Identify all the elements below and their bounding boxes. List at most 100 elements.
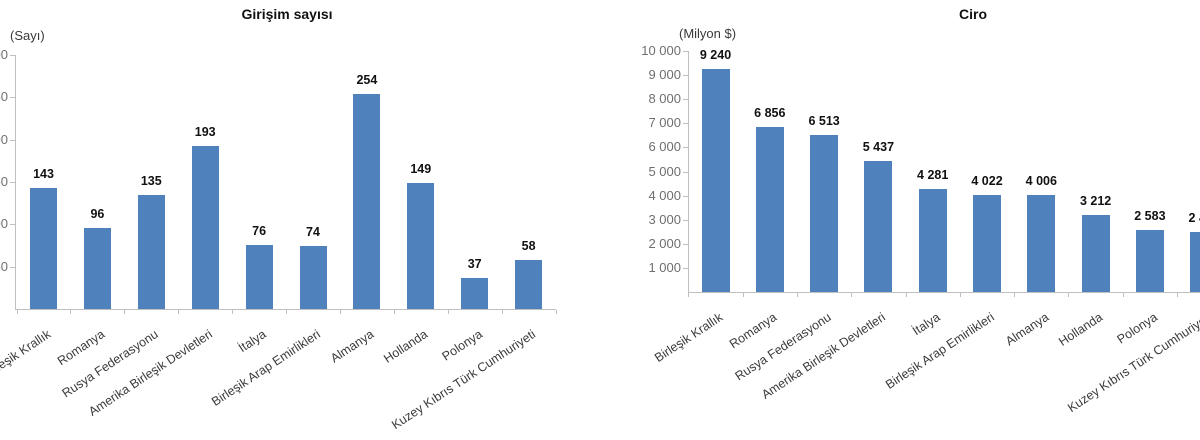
category-label: Almanya xyxy=(1002,310,1052,349)
x-tick-mark xyxy=(905,293,907,297)
bar xyxy=(461,277,489,309)
value-label: 9 240 xyxy=(699,48,732,63)
bar xyxy=(515,259,543,309)
x-tick-mark xyxy=(178,310,180,314)
value-label: 96 xyxy=(90,206,105,221)
value-label: 58 xyxy=(521,238,536,253)
y-tick-label: 6 000 xyxy=(648,139,681,155)
y-tick-mark xyxy=(683,147,688,149)
y-tick-mark xyxy=(683,123,688,125)
y-tick-label: 10 000 xyxy=(641,43,681,58)
y-tick-mark xyxy=(10,182,15,183)
value-label: 37 xyxy=(467,256,482,271)
y-axis-unit-label: (Sayı) xyxy=(10,28,45,43)
bar xyxy=(918,188,947,292)
y-tick-mark xyxy=(10,266,15,268)
x-tick-mark xyxy=(1122,293,1124,297)
x-tick-mark xyxy=(1068,293,1070,297)
value-label: 149 xyxy=(410,161,432,176)
x-tick-mark xyxy=(447,310,449,314)
y-tick-mark xyxy=(683,219,688,221)
bar xyxy=(407,182,435,309)
y-tick-label: 2 000 xyxy=(648,235,681,251)
bar xyxy=(864,160,893,292)
x-tick-mark xyxy=(70,310,72,314)
y-tick-mark xyxy=(683,267,688,269)
x-tick-mark xyxy=(393,310,395,314)
value-label: 3 212 xyxy=(1079,193,1112,208)
value-label: 193 xyxy=(194,124,216,139)
y-tick-label: 3 000 xyxy=(648,211,681,227)
bar xyxy=(1190,232,1200,292)
y-tick-mark xyxy=(10,97,15,99)
bar xyxy=(1135,229,1164,292)
y-tick-label: 100 xyxy=(0,216,8,232)
x-tick-mark xyxy=(688,293,690,297)
x-tick-mark xyxy=(501,310,503,314)
x-tick-mark xyxy=(232,310,234,314)
chart-title: Girişim sayısı xyxy=(241,6,333,22)
y-tick-label: 8 000 xyxy=(648,91,681,107)
y-tick-label: 4 000 xyxy=(648,187,681,203)
x-tick-mark xyxy=(124,310,126,314)
value-label: 6 513 xyxy=(808,114,840,129)
y-tick-mark xyxy=(10,55,15,56)
y-tick-label: 300 xyxy=(0,47,8,62)
x-axis-line xyxy=(15,309,556,310)
x-tick-mark xyxy=(16,310,18,314)
y-tick-mark xyxy=(683,99,688,101)
x-tick-mark xyxy=(1014,293,1016,297)
bar xyxy=(353,93,381,309)
y-tick-label: 200 xyxy=(0,131,8,147)
x-tick-mark xyxy=(796,293,798,297)
y-tick-label: 150 xyxy=(0,174,8,189)
y-tick-mark xyxy=(10,224,15,226)
y-tick-label: 1 000 xyxy=(648,259,681,275)
y-tick-mark xyxy=(683,75,688,77)
value-label: 135 xyxy=(140,173,162,188)
x-tick-mark xyxy=(339,310,341,314)
value-label: 6 856 xyxy=(754,105,786,120)
bar xyxy=(973,195,1001,292)
category-label: Rusya Federasyonu xyxy=(732,310,834,384)
category-label: İtalya xyxy=(909,310,943,339)
value-label: 5 437 xyxy=(862,139,895,154)
value-label: 2 583 xyxy=(1134,208,1166,223)
y-tick-label: 50 xyxy=(0,258,8,274)
value-label: 4 006 xyxy=(1025,174,1057,189)
value-label: 4 022 xyxy=(971,174,1003,189)
bar xyxy=(245,244,273,309)
bar xyxy=(137,194,165,309)
bar xyxy=(191,145,219,309)
y-axis-unit-label: (Milyon $) xyxy=(679,26,737,41)
value-label: 143 xyxy=(33,166,54,181)
bar xyxy=(299,246,327,309)
y-tick-mark xyxy=(683,195,688,197)
x-tick-mark xyxy=(1177,293,1179,297)
bar xyxy=(83,227,111,309)
y-tick-mark xyxy=(10,139,15,141)
category-label: Birleşik Krallık xyxy=(652,310,726,366)
y-tick-label: 250 xyxy=(0,89,8,105)
y-tick-mark xyxy=(683,243,688,245)
y-tick-label: 5 000 xyxy=(648,163,681,179)
x-axis-line xyxy=(688,292,1200,293)
y-tick-mark xyxy=(683,51,688,52)
bar xyxy=(810,135,839,292)
y-axis-line xyxy=(688,51,689,292)
category-label: Hollanda xyxy=(1056,310,1106,349)
y-tick-mark xyxy=(683,171,688,173)
y-tick-label: 9 000 xyxy=(648,67,681,83)
bar xyxy=(1081,214,1110,292)
x-tick-mark xyxy=(555,310,557,314)
bar xyxy=(755,126,784,292)
value-label: 74 xyxy=(306,225,320,240)
category-label: Polonya xyxy=(1114,310,1160,347)
y-tick-label: 7 000 xyxy=(648,115,681,131)
chart-title: Ciro xyxy=(959,6,987,22)
value-label: 254 xyxy=(356,72,378,87)
bar xyxy=(1027,195,1056,292)
value-label: 4 281 xyxy=(917,167,949,182)
